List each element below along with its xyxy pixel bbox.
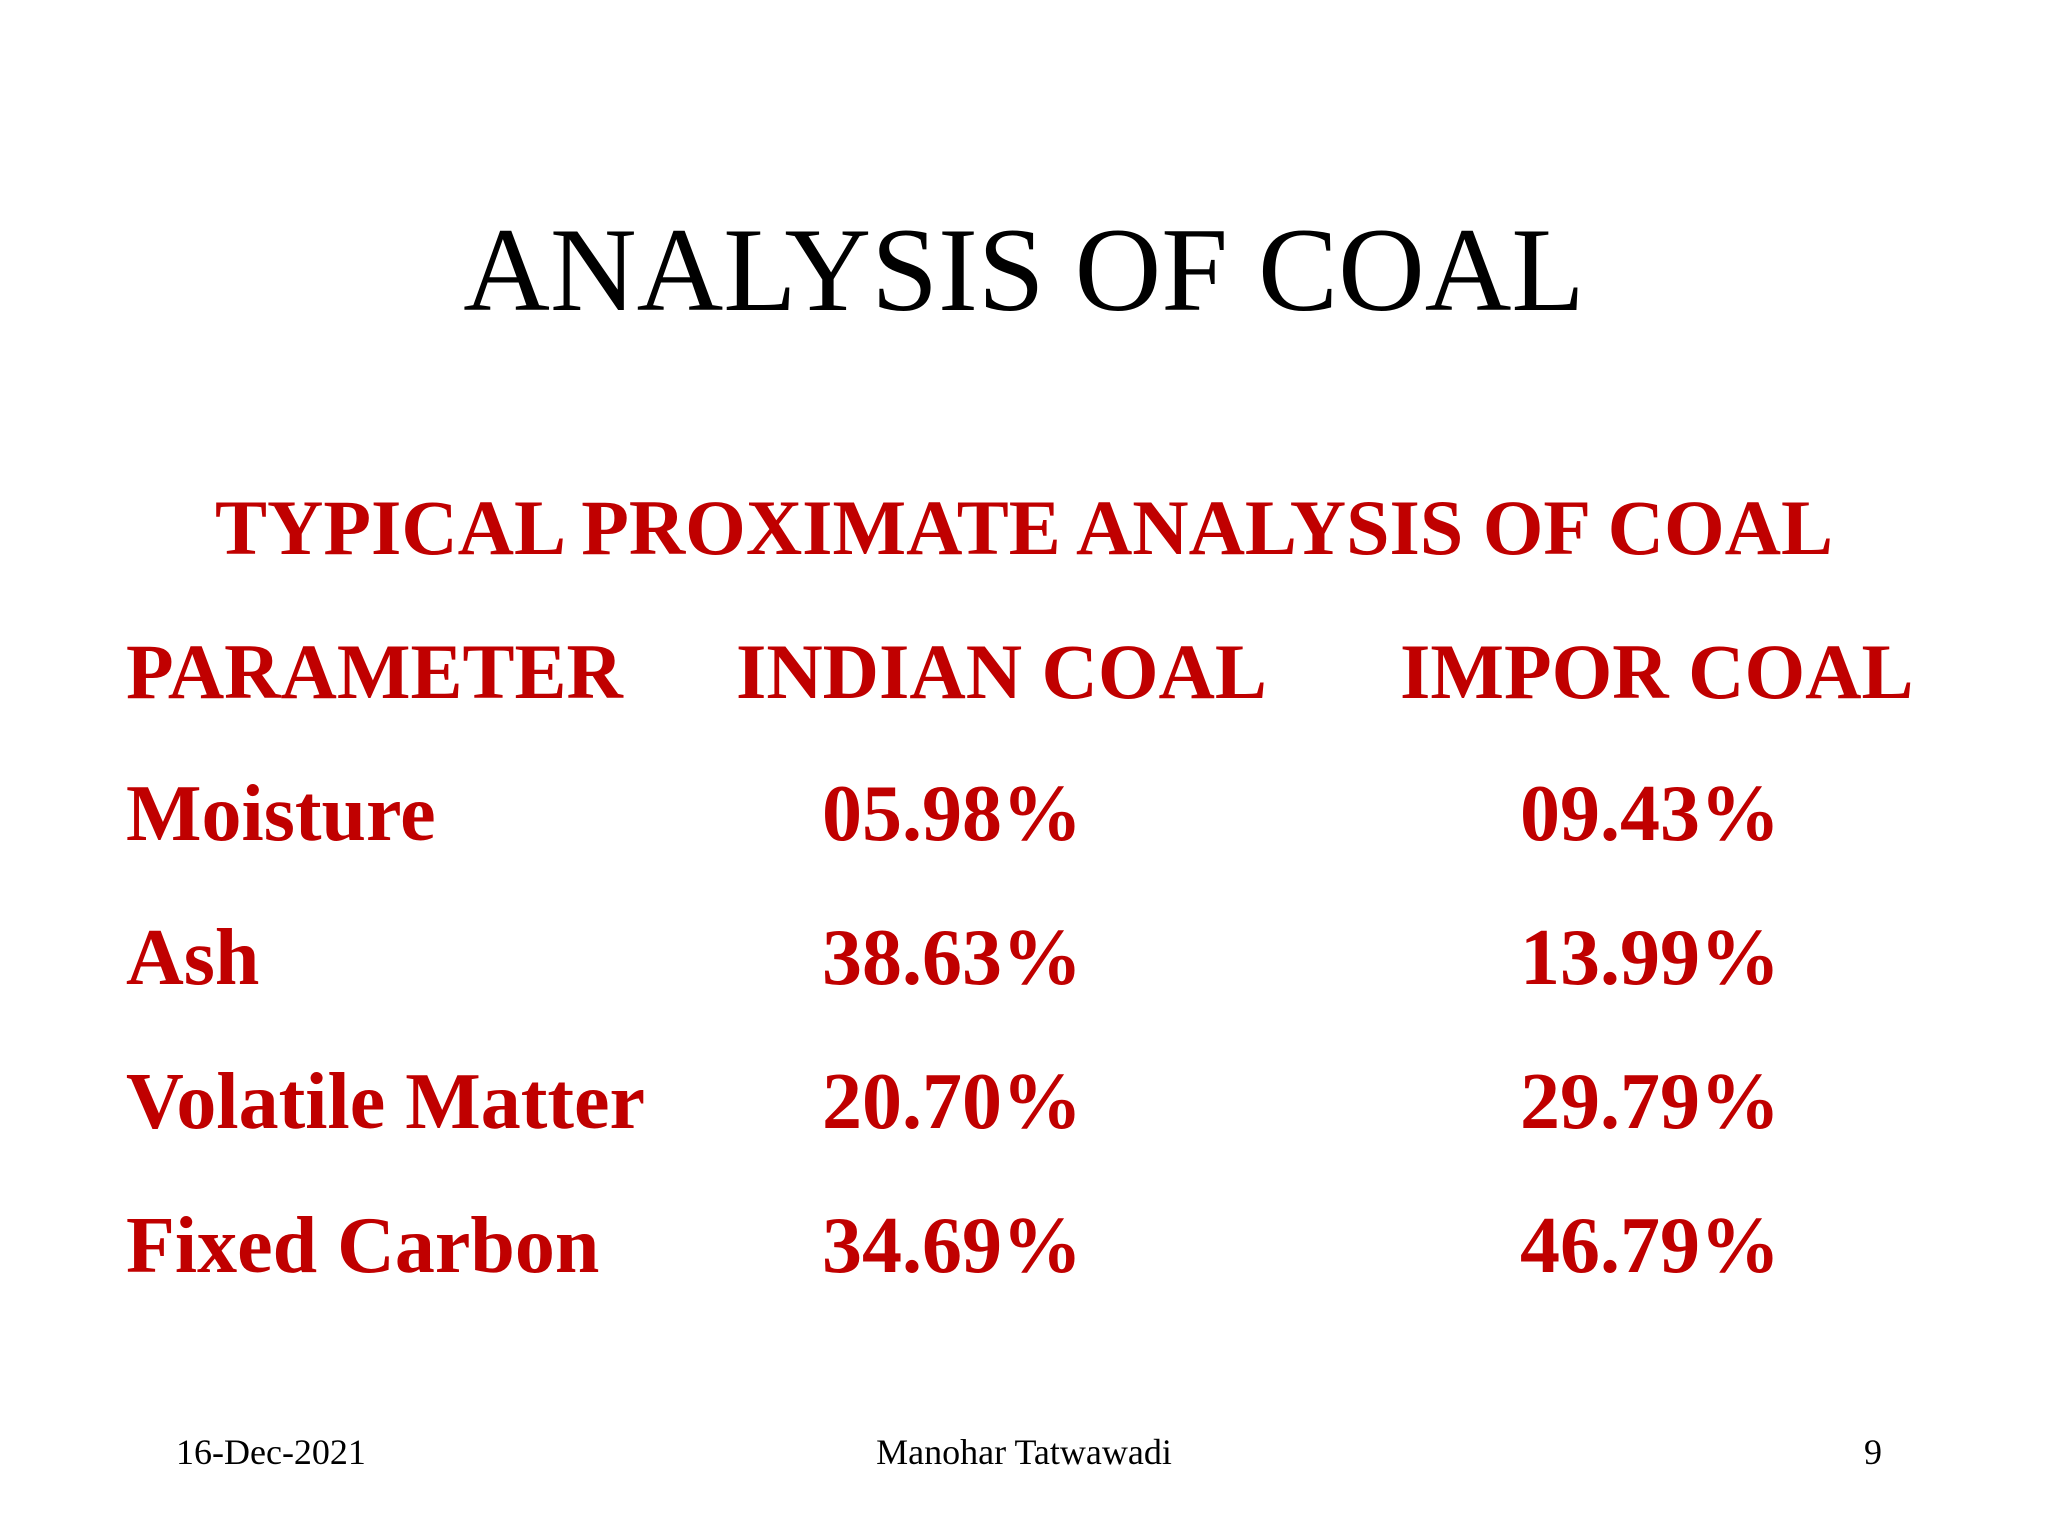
slide-title: ANALYSIS OF COAL [463, 203, 1585, 336]
indian-moisture-value: 05.98% [822, 770, 1082, 858]
header-imported-coal: IMPOR COAL [1400, 628, 1914, 715]
table-caption: TYPICAL PROXIMATE ANALYSIS OF COAL [214, 484, 1834, 571]
indian-fixed-carbon-value: 34.69% [822, 1202, 1082, 1290]
indian-ash-value: 38.63% [822, 914, 1082, 1002]
imported-volatile-matter-value: 29.79% [1520, 1058, 1780, 1146]
row-label-moisture: Moisture [126, 770, 436, 858]
row-label-volatile-matter: Volatile Matter [126, 1058, 646, 1146]
indian-volatile-matter-value: 20.70% [822, 1058, 1082, 1146]
imported-fixed-carbon-value: 46.79% [1520, 1202, 1780, 1290]
footer-author: Manohar Tatwawadi [876, 1432, 1172, 1472]
imported-moisture-value: 09.43% [1520, 770, 1780, 858]
page-number: 9 [1864, 1432, 1882, 1472]
imported-ash-value: 13.99% [1520, 914, 1780, 1002]
row-label-fixed-carbon: Fixed Carbon [126, 1202, 600, 1290]
footer-date: 16-Dec-2021 [176, 1432, 366, 1472]
header-indian-coal: INDIAN COAL [736, 628, 1267, 715]
row-label-ash: Ash [126, 914, 260, 1002]
header-parameter: PARAMETER [126, 628, 623, 715]
